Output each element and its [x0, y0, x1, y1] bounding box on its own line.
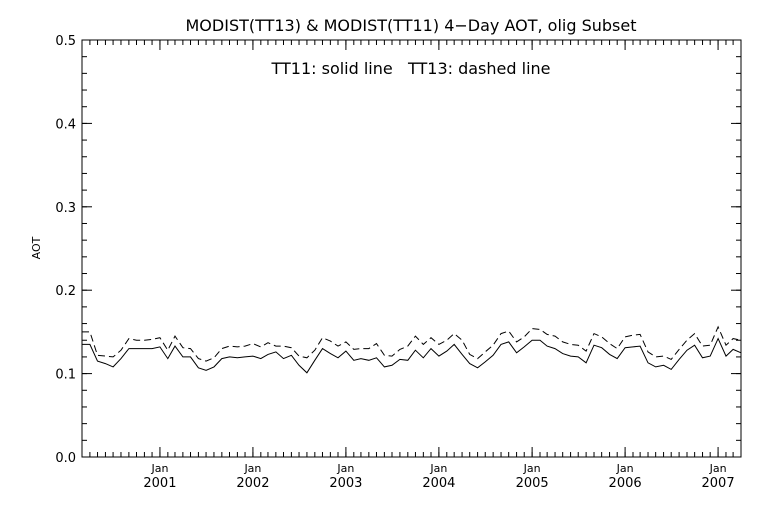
x-tick-month-label: Jan: [616, 462, 634, 475]
x-tick-year-label: 2007: [702, 476, 735, 491]
series-group: [82, 325, 742, 374]
x-tick-month-label: Jan: [336, 462, 354, 475]
x-tick-year-label: 2006: [609, 476, 642, 491]
x-tick-year-label: 2002: [236, 476, 269, 491]
legend-annotation: TT11: solid line TT13: dashed line: [271, 59, 551, 78]
y-tick-label: 0.4: [55, 117, 76, 132]
y-tick-label: 0.0: [55, 451, 76, 466]
y-tick-label: 0.5: [55, 34, 76, 49]
x-tick-month-label: Jan: [523, 462, 541, 475]
x-axis: Jan2001Jan2002Jan2003Jan2004Jan2005Jan20…: [81, 40, 742, 491]
x-tick-month-label: Jan: [709, 462, 727, 475]
y-axis: 0.0 0.1 0.2 0.3 0.4 0.5: [55, 34, 741, 466]
y-tick-label: 0.2: [55, 284, 76, 299]
x-tick-year-label: 2003: [329, 476, 362, 491]
y-tick-label: 0.1: [55, 368, 76, 383]
series-line-tt13: [82, 325, 742, 362]
x-tick-month-label: Jan: [150, 462, 168, 475]
x-tick-year-label: 2001: [143, 476, 176, 491]
series-line-tt11: [82, 337, 742, 374]
y-tick-label: 0.3: [55, 201, 76, 216]
plot-frame: [81, 39, 742, 458]
x-tick-month-label: Jan: [429, 462, 447, 475]
x-tick-year-label: 2005: [516, 476, 549, 491]
y-axis-label: AOT: [30, 236, 43, 259]
x-tick-month-label: Jan: [243, 462, 261, 475]
chart-title: MODIST(TT13) & MODIST(TT11) 4−Day AOT, o…: [186, 16, 637, 35]
x-tick-year-label: 2004: [422, 476, 455, 491]
